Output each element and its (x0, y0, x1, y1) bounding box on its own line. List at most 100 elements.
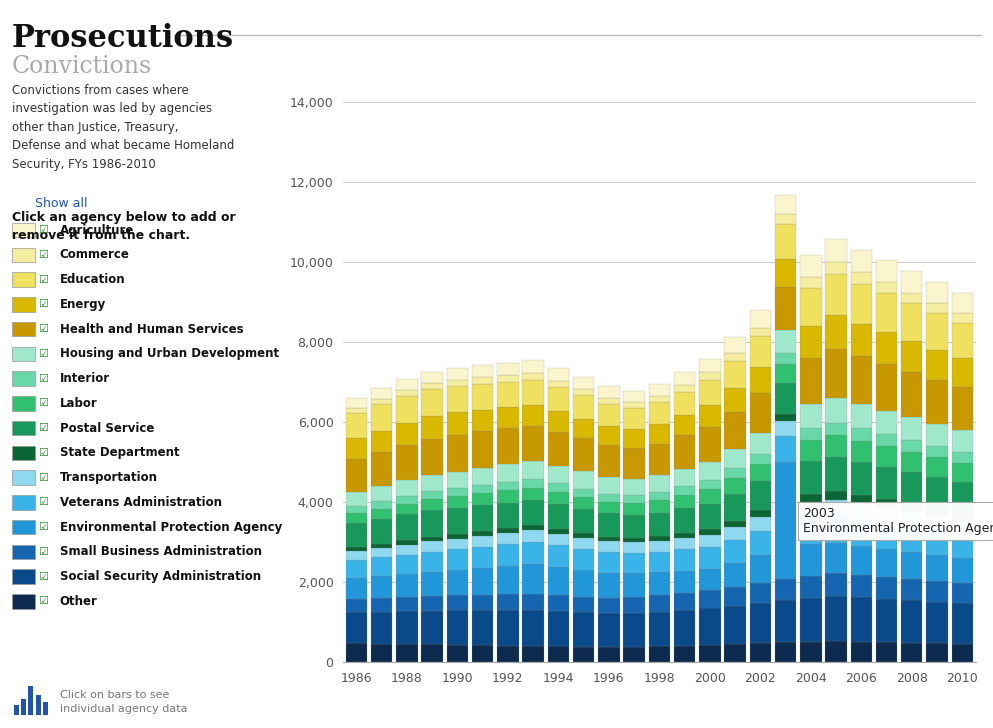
Bar (699, 645, 721, 662)
Bar (851, 357, 872, 404)
Bar (901, 341, 922, 372)
Bar (472, 467, 494, 485)
Bar (624, 515, 644, 538)
Bar (624, 479, 644, 495)
Text: Convictions from cases where
investigation was led by agencies
other than Justic: Convictions from cases where investigati… (12, 84, 234, 171)
Bar (522, 525, 544, 530)
Bar (775, 600, 796, 643)
Bar (624, 553, 644, 573)
Bar (724, 468, 746, 478)
Bar (750, 481, 771, 510)
Bar (951, 603, 973, 644)
Bar (674, 385, 695, 392)
Bar (800, 277, 821, 288)
Bar (598, 553, 620, 573)
Bar (522, 646, 544, 662)
Bar (371, 612, 392, 644)
Bar (926, 380, 947, 424)
Bar (825, 499, 847, 515)
Bar (573, 538, 595, 549)
Bar (800, 440, 821, 461)
Bar (901, 372, 922, 417)
Bar (750, 604, 771, 644)
Bar (497, 407, 518, 429)
Bar (775, 462, 796, 579)
Bar (876, 599, 898, 642)
Bar (648, 572, 670, 596)
Text: Energy: Energy (60, 298, 106, 311)
Bar (421, 439, 443, 475)
Bar (598, 502, 620, 513)
Bar (371, 598, 392, 612)
Bar (800, 641, 821, 662)
Bar (648, 612, 670, 646)
Bar (800, 502, 821, 518)
Bar (876, 261, 898, 282)
Bar (346, 413, 367, 438)
Bar (573, 377, 595, 389)
Bar (951, 558, 973, 583)
Bar (548, 646, 569, 662)
Bar (750, 432, 771, 454)
Bar (371, 558, 392, 577)
Bar (346, 547, 367, 551)
Bar (598, 614, 620, 647)
Bar (825, 573, 847, 596)
Bar (447, 570, 468, 596)
Bar (825, 314, 847, 349)
Bar (750, 510, 771, 517)
Bar (851, 546, 872, 575)
Bar (447, 380, 468, 386)
Text: ☑: ☑ (38, 497, 48, 507)
Bar (548, 505, 569, 529)
Bar (825, 596, 847, 641)
Bar (497, 646, 518, 662)
Text: ☑: ☑ (38, 522, 48, 532)
Bar (800, 404, 821, 428)
Bar (951, 313, 973, 323)
Bar (851, 428, 872, 440)
Bar (699, 480, 721, 489)
Bar (674, 372, 695, 385)
Bar (447, 596, 468, 610)
Bar (598, 404, 620, 426)
Bar (522, 500, 544, 525)
Bar (371, 644, 392, 662)
Text: ☑: ☑ (38, 373, 48, 384)
Bar (497, 429, 518, 464)
Bar (396, 396, 418, 423)
Text: Agriculture: Agriculture (60, 223, 134, 237)
Bar (926, 581, 947, 601)
Text: ☑: ☑ (38, 299, 48, 309)
Text: ☑: ☑ (38, 349, 48, 359)
Bar (497, 464, 518, 482)
Bar (750, 555, 771, 583)
Bar (750, 336, 771, 367)
Bar (876, 332, 898, 364)
Bar (901, 504, 922, 512)
Bar (598, 573, 620, 598)
Bar (573, 389, 595, 395)
Bar (699, 590, 721, 608)
Text: ☑: ☑ (38, 547, 48, 557)
Bar (371, 577, 392, 598)
Bar (699, 405, 721, 427)
Bar (901, 417, 922, 440)
Text: ☑: ☑ (38, 596, 48, 606)
Text: Veterans Administration: Veterans Administration (60, 496, 221, 509)
Bar (421, 596, 443, 611)
Bar (573, 509, 595, 533)
Bar (724, 448, 746, 468)
Bar (724, 388, 746, 412)
Bar (346, 506, 367, 513)
Bar (775, 224, 796, 258)
Bar (699, 547, 721, 569)
Bar (775, 436, 796, 462)
Bar (421, 499, 443, 510)
Bar (724, 337, 746, 352)
Bar (573, 395, 595, 419)
Bar (598, 386, 620, 397)
Bar (14, 705, 19, 715)
Bar (951, 520, 973, 534)
Bar (548, 595, 569, 611)
